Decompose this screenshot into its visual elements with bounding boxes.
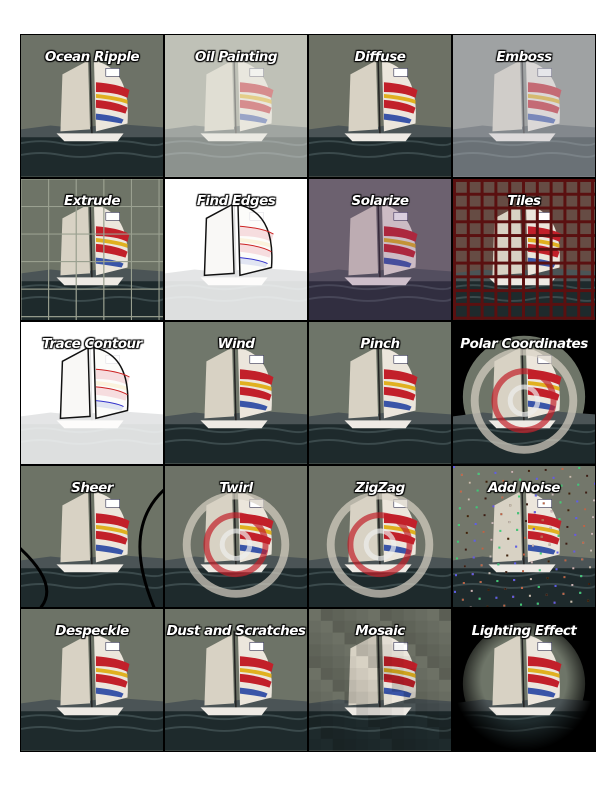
sailboat-image xyxy=(453,178,595,321)
sailboat-image xyxy=(165,322,307,464)
filter-label: Twirl xyxy=(219,479,253,496)
filter-sample-noise: Add Noise xyxy=(452,464,596,609)
filter-label: ZigZag xyxy=(355,479,405,496)
sailboat-image xyxy=(453,35,595,177)
sailboat-image xyxy=(165,465,307,608)
sailboat-image xyxy=(309,35,451,177)
sailboat-image xyxy=(309,178,451,321)
filter-label: Oil Painting xyxy=(194,49,278,65)
filter-label: Emboss xyxy=(496,49,552,65)
sailboat-image xyxy=(453,322,595,464)
filter-sample-solarize: Solarize xyxy=(308,177,452,322)
sailboat-image xyxy=(453,465,595,608)
filter-label: Diffuse xyxy=(354,49,406,65)
sailboat-image xyxy=(21,322,163,464)
filter-label: Lighting Effect xyxy=(471,623,577,640)
filter-sample-lighting: Lighting Effect xyxy=(452,608,596,752)
filter-label: Ocean Ripple xyxy=(44,49,140,65)
sailboat-image xyxy=(165,178,307,321)
filter-sample-diffuse: Diffuse xyxy=(308,34,452,178)
filter-label: Solarize xyxy=(351,192,409,209)
filter-sample-despeckle: Despeckle xyxy=(20,608,164,752)
filter-sample-ripple: Ocean Ripple xyxy=(20,34,164,178)
filter-sample-dust: Dust and Scratches xyxy=(164,608,308,752)
sailboat-image xyxy=(21,609,163,751)
filter-sample-tiles: Tiles xyxy=(452,177,596,322)
sailboat-image xyxy=(309,465,451,608)
filter-sample-trace: Trace Contour xyxy=(20,321,164,465)
filter-sample-emboss: Emboss xyxy=(452,34,596,178)
sailboat-image xyxy=(453,609,595,751)
filter-sample-mosaic: Mosaic xyxy=(308,608,452,752)
filter-label: Tiles xyxy=(507,192,541,209)
filter-label: Pinch xyxy=(360,336,400,353)
filter-sample-edges: Find Edges xyxy=(164,177,308,322)
filter-label: Extrude xyxy=(64,192,120,209)
filter-label: Add Noise xyxy=(488,479,560,496)
filter-sample-zigzag: ZigZag xyxy=(308,464,452,609)
filter-label: Wind xyxy=(217,336,255,353)
filter-sample-pinch: Pinch xyxy=(308,321,452,465)
filter-label: Dust and Scratches xyxy=(166,623,306,640)
sailboat-image xyxy=(309,609,451,751)
filter-label: Sheer xyxy=(71,479,113,496)
filter-sample-oil: Oil Painting xyxy=(164,34,308,178)
filter-sample-wind: Wind xyxy=(164,321,308,465)
filter-sample-polar: Polar Coordinates xyxy=(452,321,596,465)
sailboat-image xyxy=(21,465,163,608)
filter-sample-twirl: Twirl xyxy=(164,464,308,609)
sailboat-image xyxy=(165,609,307,751)
filter-label: Find Edges xyxy=(196,192,276,209)
sailboat-image xyxy=(21,178,163,321)
filter-label: Mosaic xyxy=(355,623,405,640)
sailboat-image xyxy=(309,322,451,464)
filter-label: Despeckle xyxy=(55,623,129,640)
filter-sample-sheer: Sheer xyxy=(20,464,164,609)
filter-label: Trace Contour xyxy=(42,336,142,353)
filter-sample-grid: Ocean Ripple Oil Painting Diffuse xyxy=(20,34,596,752)
sailboat-image xyxy=(21,35,163,177)
filter-label: Polar Coordinates xyxy=(460,336,588,353)
filter-sample-extrude: Extrude xyxy=(20,177,164,322)
sailboat-image xyxy=(165,35,307,177)
